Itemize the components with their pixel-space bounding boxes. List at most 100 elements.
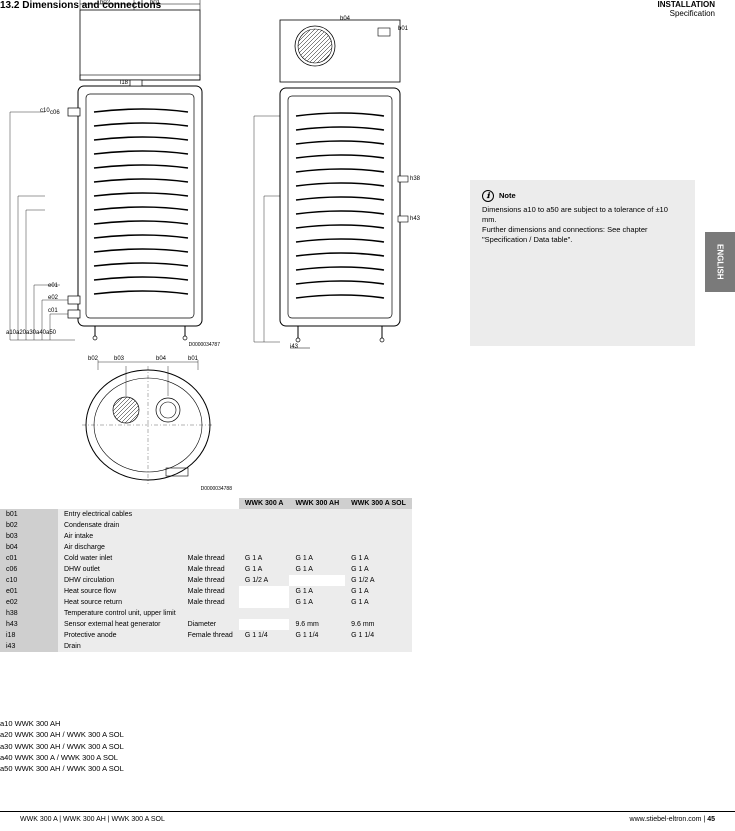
dim-b04-top: b04 [156, 356, 166, 362]
dim-b02: b02 [100, 0, 110, 6]
row-val-c01-2: G 1 A [345, 553, 412, 564]
row-type-e01: Male thread [182, 586, 239, 597]
port-c06: c06 [50, 110, 60, 116]
port-e01: e01 [48, 283, 58, 289]
row-key-i18: i18 [0, 630, 58, 641]
row-type-h38 [182, 608, 239, 619]
legend-0: a10 WWK 300 AH [0, 718, 124, 729]
language-tab: ENGLISH [705, 232, 735, 292]
col-product-2: WWK 300 AH [289, 498, 345, 509]
info-note-box: ℹ Note Dimensions a10 to a50 are subject… [470, 180, 695, 346]
row-type-i18: Female thread [182, 630, 239, 641]
dim-b02-top: b02 [88, 356, 98, 362]
row-key-h38: h38 [0, 608, 58, 619]
row-val-c10-2: G 1/2 A [345, 575, 412, 586]
row-label-i43: Drain [58, 641, 182, 652]
info-icon: ℹ [482, 190, 494, 202]
row-type-e02: Male thread [182, 597, 239, 608]
row-val-c10-0: G 1/2 A [239, 575, 290, 586]
row-val-b01-1 [289, 509, 345, 520]
row-label-c01: Cold water inlet [58, 553, 182, 564]
row-val-b03-2 [345, 531, 412, 542]
row-type-c10: Male thread [182, 575, 239, 586]
drawing-number-front: D0000034787 [189, 342, 220, 348]
row-type-b01 [182, 509, 239, 520]
row-label-b04: Air discharge [58, 542, 182, 553]
row-key-b01: b01 [0, 509, 58, 520]
row-val-c06-1: G 1 A [289, 564, 345, 575]
row-val-h43-1: 9.6 mm [289, 619, 345, 630]
row-type-i43 [182, 641, 239, 652]
row-val-c10-1 [289, 575, 345, 586]
dimensions-table: WWK 300 A WWK 300 AH WWK 300 A SOL b01En… [0, 498, 412, 652]
row-val-e02-0 [239, 597, 290, 608]
drawing-number-top: D0000034788 [201, 486, 232, 492]
row-key-c01: c01 [0, 553, 58, 564]
row-val-i43-1 [289, 641, 345, 652]
dim-a10: a10 [6, 330, 16, 336]
diagram-side: b04 b01 h38 h43 i43 [240, 16, 440, 356]
dim-a20: a20 [16, 330, 26, 336]
dim-b01: b01 [150, 0, 160, 6]
row-val-c06-0: G 1 A [239, 564, 290, 575]
row-label-i18: Protective anode [58, 630, 182, 641]
row-val-c06-2: G 1 A [345, 564, 412, 575]
row-val-b03-1 [289, 531, 345, 542]
row-val-b02-1 [289, 520, 345, 531]
legend-4: a50 WWK 300 AH / WWK 300 A SOL [0, 763, 124, 774]
dim-i18: i18 [120, 80, 128, 86]
port-c01: c01 [48, 308, 58, 314]
col-product-1: WWK 300 A [239, 498, 290, 509]
row-label-e02: Heat source return [58, 597, 182, 608]
note-line-0: Dimensions a10 to a50 are subject to a t… [482, 205, 683, 225]
dim-b04: b04 [340, 16, 350, 22]
diagram-front: b02 b01 c10 c06 e02 c01 e01 a10 a20 a30 … [0, 0, 230, 360]
row-label-b01: Entry electrical cables [58, 509, 182, 520]
breadcrumb: INSTALLATION Specification [658, 0, 715, 18]
legend-2: a30 WWK 300 AH / WWK 300 A SOL [0, 741, 124, 752]
row-val-b02-0 [239, 520, 290, 531]
row-type-c06: Male thread [182, 564, 239, 575]
row-type-b02 [182, 520, 239, 531]
dim-a30: a30 [26, 330, 36, 336]
row-val-e01-0 [239, 586, 290, 597]
dim-h38: h38 [410, 176, 420, 182]
footer: WWK 300 A | WWK 300 AH | WWK 300 A SOL w… [0, 811, 735, 823]
footer-right: www.stiebel-eltron.com | 45 [630, 816, 715, 823]
dim-a50: a50 [46, 330, 56, 336]
legend-1: a20 WWK 300 AH / WWK 300 A SOL [0, 729, 124, 740]
row-val-b04-0 [239, 542, 290, 553]
row-key-e01: e01 [0, 586, 58, 597]
port-e02: e02 [48, 295, 58, 301]
row-val-e01-1: G 1 A [289, 586, 345, 597]
row-val-i18-0: G 1 1/4 [239, 630, 290, 641]
row-val-h43-2: 9.6 mm [345, 619, 412, 630]
row-val-h38-0 [239, 608, 290, 619]
row-val-h38-1 [289, 608, 345, 619]
row-val-h38-2 [345, 608, 412, 619]
row-key-c06: c06 [0, 564, 58, 575]
port-c10: c10 [40, 108, 50, 114]
dim-b01-top: b01 [188, 356, 198, 362]
row-key-b02: b02 [0, 520, 58, 531]
row-val-i18-2: G 1 1/4 [345, 630, 412, 641]
row-val-b01-0 [239, 509, 290, 520]
legend: a10 WWK 300 AH a20 WWK 300 AH / WWK 300 … [0, 718, 124, 774]
row-label-c06: DHW outlet [58, 564, 182, 575]
row-label-b03: Air intake [58, 531, 182, 542]
row-val-e02-2: G 1 A [345, 597, 412, 608]
row-val-b01-2 [345, 509, 412, 520]
row-label-c10: DHW circulation [58, 575, 182, 586]
note-title: Note [499, 191, 516, 201]
diagram-top: b03 b04 b01 b02 D0000034788 [68, 360, 228, 490]
row-label-h38: Temperature control unit, upper limit [58, 608, 182, 619]
note-line-2: Further dimensions and connections: See … [482, 225, 683, 245]
row-val-b02-2 [345, 520, 412, 531]
row-type-c01: Male thread [182, 553, 239, 564]
row-val-i18-1: G 1 1/4 [289, 630, 345, 641]
row-key-c10: c10 [0, 575, 58, 586]
row-type-b04 [182, 542, 239, 553]
dim-b03-top: b03 [114, 356, 124, 362]
row-label-e01: Heat source flow [58, 586, 182, 597]
row-key-e02: e02 [0, 597, 58, 608]
